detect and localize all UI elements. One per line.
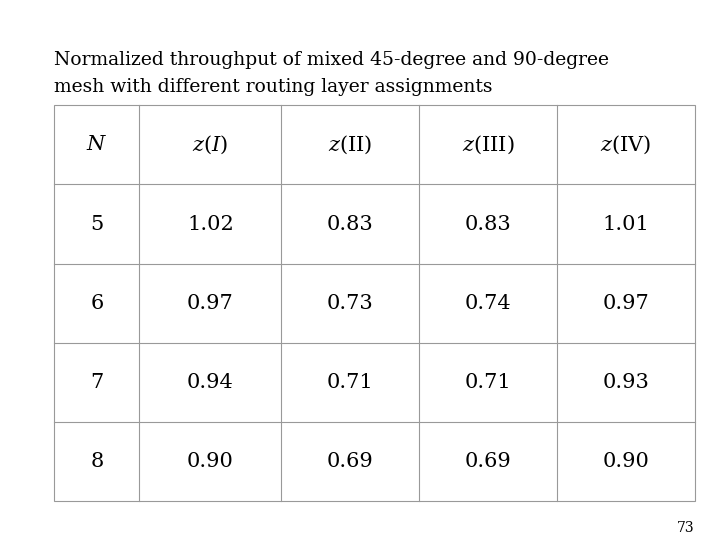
Text: $7$: $7$ <box>90 373 104 392</box>
Text: 0.69: 0.69 <box>327 452 374 471</box>
Text: 1.02: 1.02 <box>187 214 234 233</box>
Text: 0.83: 0.83 <box>465 214 511 233</box>
Text: mesh with different routing layer assignments: mesh with different routing layer assign… <box>54 78 492 96</box>
Text: 0.69: 0.69 <box>465 452 511 471</box>
Text: $z(\mathrm{III})$: $z(\mathrm{III})$ <box>462 134 514 156</box>
Text: 0.83: 0.83 <box>327 214 374 233</box>
Text: Normalized throughput of mixed 45-degree and 90-degree: Normalized throughput of mixed 45-degree… <box>54 51 609 69</box>
Text: 0.71: 0.71 <box>327 373 374 392</box>
Text: $z(\mathrm{IV})$: $z(\mathrm{IV})$ <box>600 134 652 156</box>
Text: 0.97: 0.97 <box>603 294 649 313</box>
Text: 0.94: 0.94 <box>187 373 234 392</box>
Text: 0.71: 0.71 <box>465 373 511 392</box>
Text: 0.93: 0.93 <box>603 373 649 392</box>
Text: 73: 73 <box>678 521 695 535</box>
Text: $N$: $N$ <box>86 136 107 154</box>
Text: $5$: $5$ <box>90 214 104 233</box>
Text: $8$: $8$ <box>90 452 104 471</box>
Text: 0.74: 0.74 <box>465 294 511 313</box>
Text: $z(\mathrm{II})$: $z(\mathrm{II})$ <box>328 134 372 156</box>
Text: 0.90: 0.90 <box>603 452 649 471</box>
Text: $z(I)$: $z(I)$ <box>192 134 228 156</box>
Text: $6$: $6$ <box>90 294 104 313</box>
Text: 1.01: 1.01 <box>603 214 649 233</box>
Text: 0.90: 0.90 <box>187 452 234 471</box>
Text: 0.73: 0.73 <box>327 294 374 313</box>
Text: 0.97: 0.97 <box>187 294 234 313</box>
